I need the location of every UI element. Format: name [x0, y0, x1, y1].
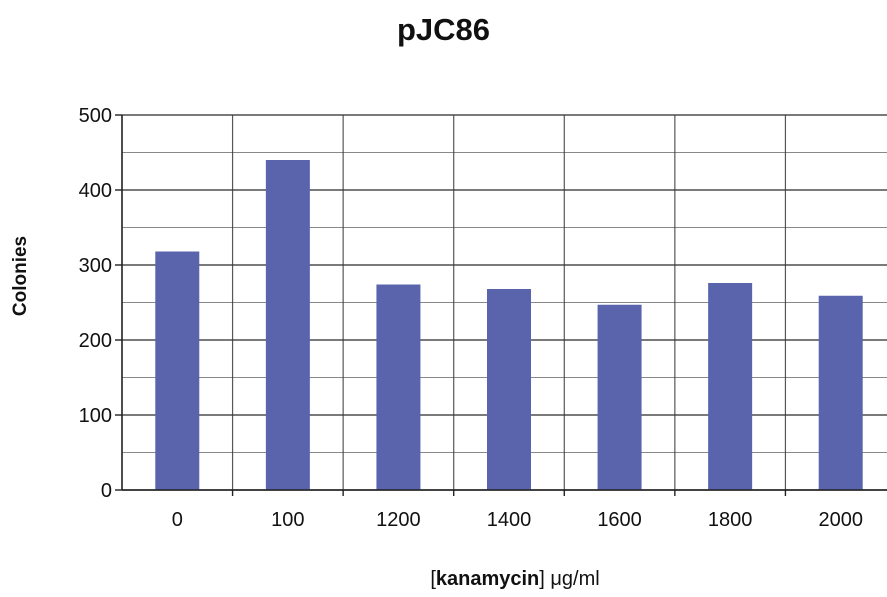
- x-axis-label-suffix: ] μg/ml: [539, 568, 600, 590]
- y-tick-label: 100: [79, 405, 112, 427]
- x-tick-label: 1800: [708, 509, 753, 531]
- x-axis-label: [kanamycin] μg/ml: [0, 568, 887, 591]
- y-tick-label: 400: [79, 180, 112, 202]
- x-tick-label: 1400: [487, 509, 532, 531]
- x-axis-label-bold: kanamycin: [435, 568, 540, 590]
- y-tick-label: 300: [79, 255, 112, 277]
- bar-1600: [597, 304, 642, 490]
- y-tick-label: 200: [79, 330, 112, 352]
- x-tick-label: 0: [172, 509, 183, 531]
- y-tick-label: 0: [101, 480, 112, 502]
- bar-100: [265, 160, 310, 490]
- chart-title: pJC86: [396, 12, 491, 47]
- x-tick-label: 100: [271, 509, 304, 531]
- x-tick-label: 1600: [597, 509, 642, 531]
- x-tick-label: 1200: [376, 509, 421, 531]
- bar-1800: [708, 283, 753, 490]
- bar-0: [155, 251, 200, 490]
- bar-2000: [818, 295, 863, 490]
- x-axis-label-prefix: [: [430, 568, 436, 590]
- x-tick-label: 2000: [818, 509, 863, 531]
- bar-1400: [487, 289, 531, 490]
- bar-1200: [376, 284, 421, 490]
- y-tick-label: 500: [79, 105, 112, 127]
